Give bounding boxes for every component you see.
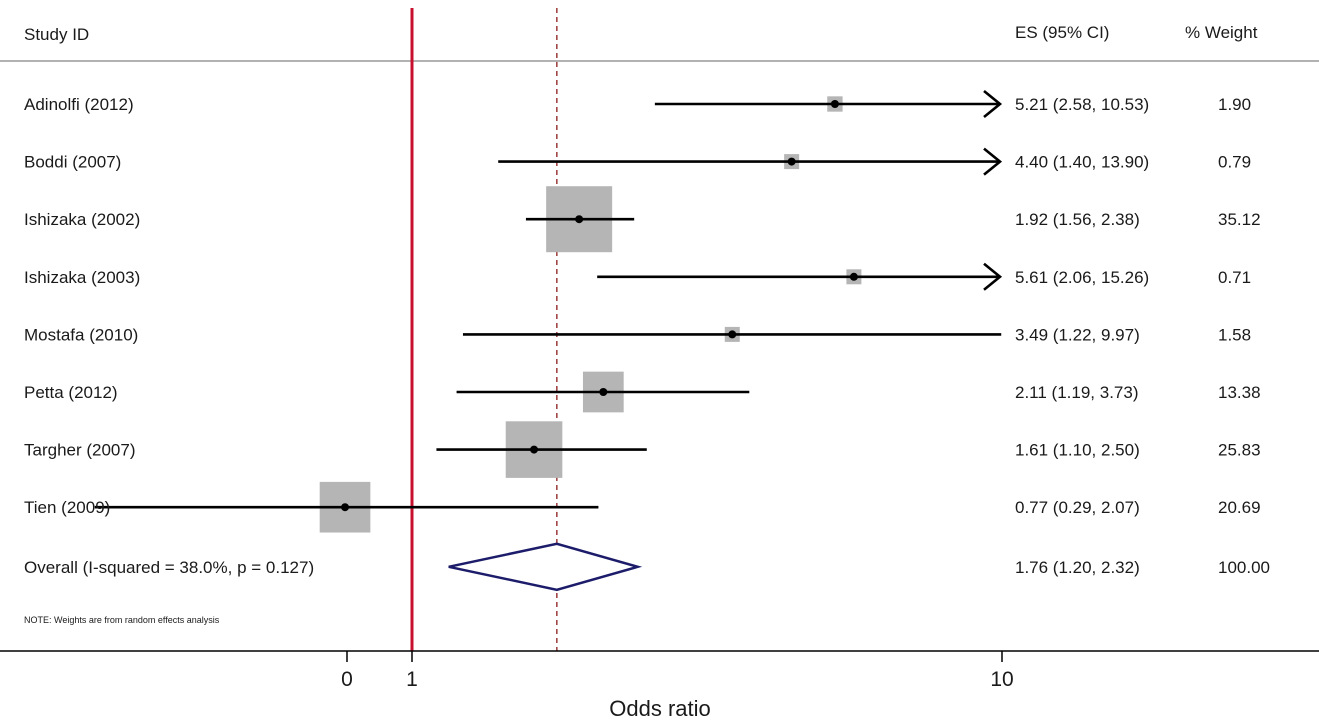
weight-percent: 1.58 bbox=[1218, 325, 1251, 344]
x-tick-label: 10 bbox=[990, 668, 1013, 691]
study-label: Adinolfi (2012) bbox=[24, 95, 134, 114]
effect-size-ci: 5.21 (2.58, 10.53) bbox=[1015, 95, 1149, 114]
x-axis-ticks: 0 1 10 bbox=[341, 651, 1014, 691]
point-estimate bbox=[849, 272, 858, 281]
x-axis-title: Odds ratio bbox=[609, 696, 711, 721]
effect-size-ci: 1.92 (1.56, 2.38) bbox=[1015, 210, 1140, 229]
weight-percent: 20.69 bbox=[1218, 498, 1261, 517]
effect-size-ci: 3.49 (1.22, 9.97) bbox=[1015, 325, 1140, 344]
study-label: Targher (2007) bbox=[24, 441, 136, 460]
point-estimate bbox=[575, 215, 584, 224]
weight-percent: 13.38 bbox=[1218, 383, 1261, 402]
weights-note: NOTE: Weights are from random effects an… bbox=[24, 615, 220, 625]
study-label: Ishizaka (2002) bbox=[24, 210, 140, 229]
point-estimate bbox=[530, 445, 539, 454]
study-row: Ishizaka (2002) 1.92 (1.56, 2.38) 35.12 bbox=[24, 186, 1261, 253]
study-label: Petta (2012) bbox=[24, 383, 118, 402]
study-rows: Adinolfi (2012) 5.21 (2.58, 10.53) 1.90 Bod… bbox=[24, 89, 1261, 533]
effect-size-ci: 2.11 (1.19, 3.73) bbox=[1015, 383, 1139, 402]
header-study-id: Study ID bbox=[24, 25, 89, 44]
study-row: Petta (2012) 2.11 (1.19, 3.73) 13.38 bbox=[24, 371, 1261, 413]
study-row: Targher (2007) 1.61 (1.10, 2.50) 25.83 bbox=[24, 421, 1261, 478]
study-row: Tien (2009) 0.77 (0.29, 2.07) 20.69 bbox=[24, 481, 1261, 533]
point-estimate bbox=[728, 330, 737, 339]
study-row: Mostafa (2010) 3.49 (1.22, 9.97) 1.58 bbox=[24, 325, 1251, 344]
overall-row: Overall (I-squared = 38.0%, p = 0.127) 1.… bbox=[24, 542, 1270, 592]
point-estimate bbox=[341, 503, 350, 512]
effect-size-ci: 0.77 (0.29, 2.07) bbox=[1015, 498, 1140, 517]
effect-size-ci: 1.61 (1.10, 2.50) bbox=[1015, 441, 1140, 460]
point-estimate bbox=[787, 157, 796, 166]
header-es-ci: ES (95% CI) bbox=[1015, 23, 1109, 42]
ci-arrow-icon bbox=[983, 147, 1003, 176]
header-weight: % Weight bbox=[1185, 23, 1258, 42]
study-row: Adinolfi (2012) 5.21 (2.58, 10.53) 1.90 bbox=[24, 89, 1251, 119]
weight-percent: 0.79 bbox=[1218, 153, 1251, 172]
weight-percent: 35.12 bbox=[1218, 210, 1261, 229]
study-row: Boddi (2007) 4.40 (1.40, 13.90) 0.79 bbox=[24, 147, 1251, 176]
effect-size-ci: 5.61 (2.06, 15.26) bbox=[1015, 268, 1149, 287]
weight-percent: 1.90 bbox=[1218, 95, 1251, 114]
ci-arrow-icon bbox=[983, 262, 1003, 291]
overall-label: Overall (I-squared = 38.0%, p = 0.127) bbox=[24, 558, 314, 577]
study-label: Boddi (2007) bbox=[24, 153, 121, 172]
effect-size-ci: 4.40 (1.40, 13.90) bbox=[1015, 153, 1149, 172]
overall-diamond bbox=[448, 542, 643, 592]
study-label: Tien (2009) bbox=[24, 498, 110, 517]
ci-arrow-icon bbox=[983, 89, 1003, 119]
overall-weight-percent: 100.00 bbox=[1218, 558, 1270, 577]
study-label: Mostafa (2010) bbox=[24, 325, 138, 344]
overall-effect-size-ci: 1.76 (1.20, 2.32) bbox=[1015, 558, 1140, 577]
x-tick-label: 1 bbox=[406, 668, 418, 691]
weight-percent: 0.71 bbox=[1218, 268, 1251, 287]
point-estimate bbox=[830, 100, 839, 108]
weight-percent: 25.83 bbox=[1218, 441, 1261, 460]
point-estimate bbox=[599, 388, 608, 396]
study-label: Ishizaka (2003) bbox=[24, 268, 140, 287]
study-row: Ishizaka (2003) 5.61 (2.06, 15.26) 0.71 bbox=[24, 262, 1251, 291]
x-tick-label: 0 bbox=[341, 668, 353, 691]
